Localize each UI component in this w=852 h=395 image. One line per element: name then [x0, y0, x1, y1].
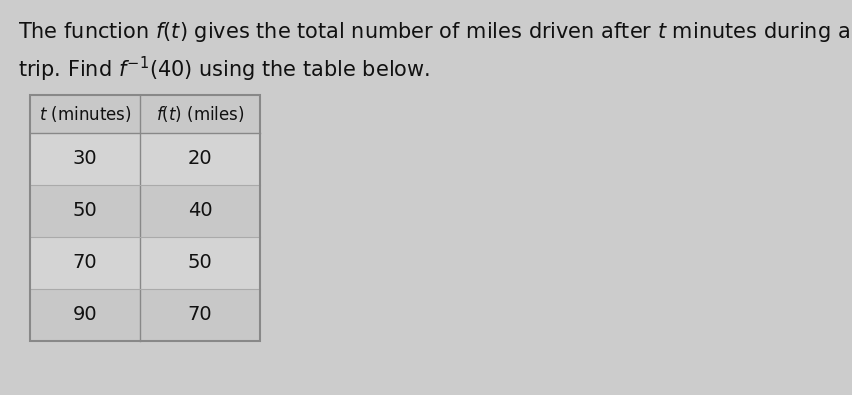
Bar [30, 185, 260, 237]
Bar [30, 289, 260, 341]
Bar [30, 95, 260, 341]
Text: 90: 90 [72, 305, 97, 325]
Text: 30: 30 [72, 149, 97, 169]
Text: 40: 40 [187, 201, 212, 220]
Text: 50: 50 [72, 201, 97, 220]
Text: The function $f(t)$ gives the total number of miles driven after $t$ minutes dur: The function $f(t)$ gives the total numb… [18, 20, 852, 44]
Text: 50: 50 [187, 254, 212, 273]
Text: $t$ (minutes): $t$ (minutes) [38, 104, 131, 124]
Text: trip. Find $f^{-1}(40)$ using the table below.: trip. Find $f^{-1}(40)$ using the table … [18, 55, 429, 84]
Bar [30, 237, 260, 289]
Text: $f(t)$ (miles): $f(t)$ (miles) [156, 104, 244, 124]
Bar [30, 133, 260, 185]
Bar [30, 95, 260, 341]
Text: 20: 20 [187, 149, 212, 169]
Text: 70: 70 [72, 254, 97, 273]
Text: 70: 70 [187, 305, 212, 325]
